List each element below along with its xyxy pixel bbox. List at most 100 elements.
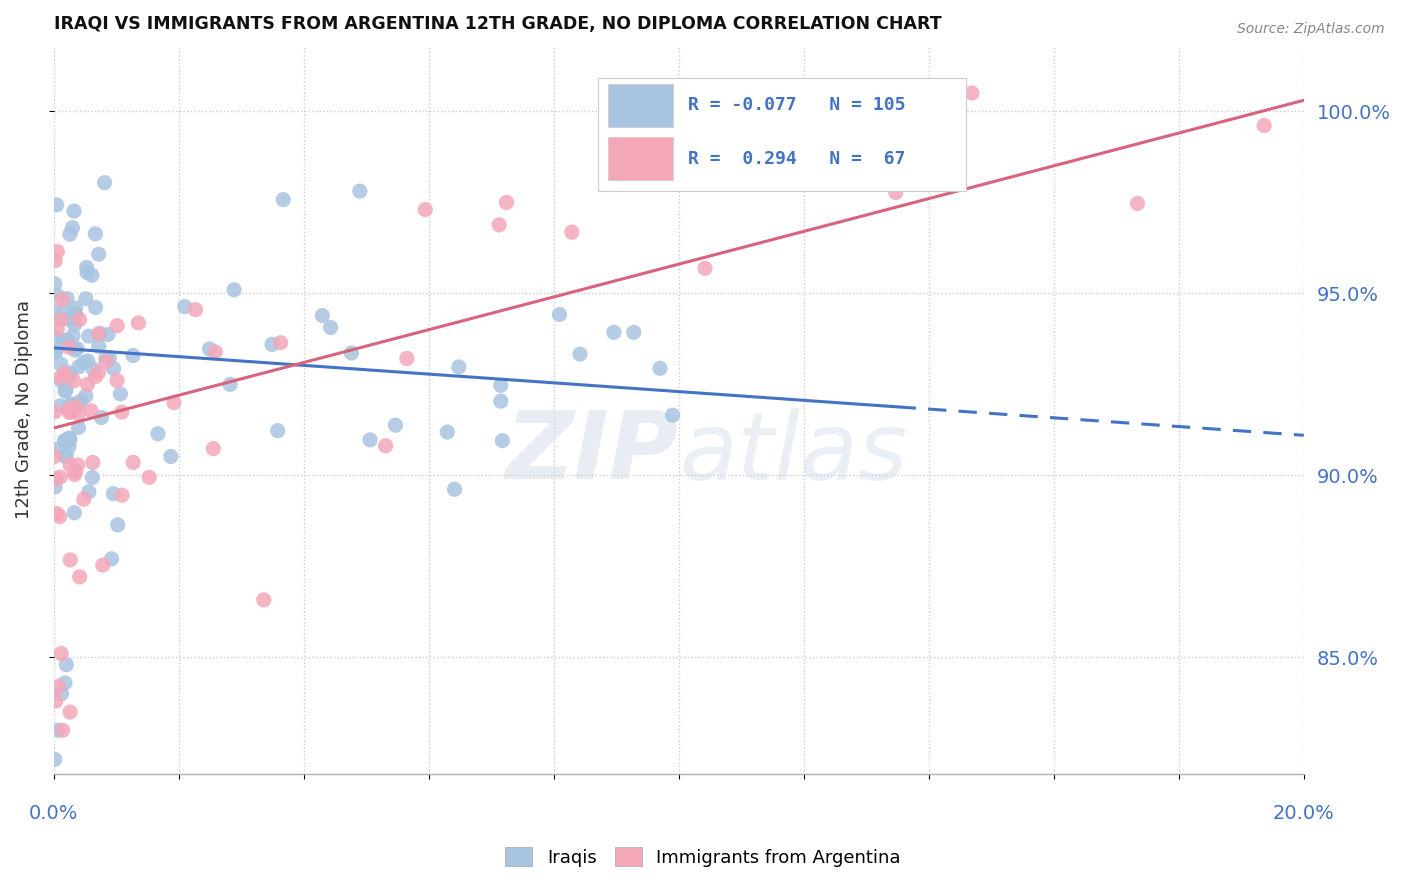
Point (87, 326, 110, 341)
Point (623, 326, 645, 340)
Point (49, 357, 72, 371)
Point (53, 366, 76, 380)
Point (45, 198, 67, 212)
Point (65, 301, 87, 315)
Point (45, 507, 67, 521)
Point (60, 405, 83, 419)
Point (87, 366, 110, 380)
Point (271, 193, 294, 207)
Point (76, 266, 98, 280)
Point (122, 349, 145, 363)
Point (395, 351, 418, 366)
Point (46, 723, 69, 738)
Point (59, 366, 82, 380)
Point (94, 354, 117, 368)
Point (436, 425, 458, 439)
Point (100, 551, 122, 566)
Point (53, 384, 76, 398)
Point (311, 309, 333, 323)
Point (447, 359, 470, 374)
Point (65, 465, 87, 479)
Point (55, 383, 77, 397)
Point (44, 253, 66, 268)
Point (62, 374, 84, 388)
Text: 0.0%: 0.0% (30, 805, 79, 823)
Point (69, 570, 91, 584)
Point (488, 218, 510, 232)
Point (77, 484, 100, 499)
Point (51, 293, 73, 307)
Point (63, 506, 86, 520)
Point (267, 424, 290, 438)
Point (44, 405, 66, 419)
Point (77, 329, 100, 343)
Point (110, 387, 132, 401)
Point (340, 346, 363, 360)
Point (76, 354, 98, 368)
Point (65, 400, 87, 414)
Point (91, 558, 114, 573)
Point (489, 394, 512, 409)
Point (46, 680, 69, 694)
Point (63, 467, 86, 482)
Text: R = -0.077   N = 105: R = -0.077 N = 105 (688, 96, 905, 114)
Point (59, 313, 82, 327)
Point (160, 450, 183, 464)
Point (105, 318, 128, 333)
Point (46, 244, 69, 259)
Point (98, 351, 121, 365)
Point (111, 405, 134, 419)
Point (107, 517, 129, 532)
Point (413, 202, 436, 217)
Point (58, 431, 80, 445)
Point (49, 370, 72, 384)
Point (491, 434, 513, 448)
Point (204, 344, 226, 359)
Point (58, 340, 80, 354)
Point (44, 450, 66, 464)
Point (45, 345, 67, 359)
Point (51, 647, 73, 661)
Point (82, 362, 104, 376)
Point (219, 377, 242, 392)
Point (45, 694, 67, 708)
Point (693, 261, 716, 276)
Point (62, 328, 84, 343)
Point (75, 292, 97, 306)
Point (67, 359, 90, 374)
Point (75, 389, 97, 403)
Point (87, 339, 110, 353)
Point (693, 157, 716, 171)
Point (105, 374, 128, 388)
Point (359, 433, 381, 447)
Point (44, 343, 66, 358)
Point (51, 312, 73, 326)
Text: R =  0.294   N =  67: R = 0.294 N = 67 (688, 150, 905, 168)
Y-axis label: 12th Grade, No Diploma: 12th Grade, No Diploma (15, 301, 32, 519)
Point (489, 378, 512, 392)
Point (63, 310, 86, 324)
Point (93, 176, 115, 190)
Point (52, 304, 75, 318)
Point (495, 195, 517, 210)
Point (198, 342, 221, 356)
Point (49, 399, 72, 413)
Point (49, 470, 72, 484)
Point (82, 456, 104, 470)
Point (103, 361, 125, 376)
Point (45, 442, 67, 457)
Text: IRAQI VS IMMIGRANTS FROM ARGENTINA 12TH GRADE, NO DIPLOMA CORRELATION CHART: IRAQI VS IMMIGRANTS FROM ARGENTINA 12TH … (53, 15, 942, 33)
Point (548, 308, 571, 322)
FancyBboxPatch shape (607, 84, 672, 128)
Point (46, 288, 69, 302)
Point (374, 439, 396, 453)
Point (76, 377, 98, 392)
Point (1253, 119, 1275, 133)
Point (59, 227, 82, 242)
Point (82, 470, 104, 484)
Point (960, 86, 983, 100)
Point (52, 333, 75, 347)
Point (80, 404, 103, 418)
Point (94, 351, 117, 365)
FancyBboxPatch shape (607, 137, 672, 180)
